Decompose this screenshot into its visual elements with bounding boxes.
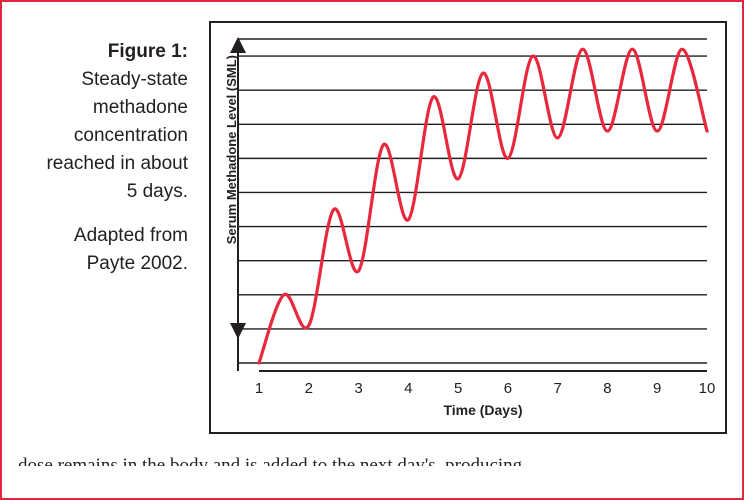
chart-frame: Serum Methadone Level (SML) 1 2 3 4 5 6 7 8 9 10 … [209,21,727,434]
line-chart: Serum Methadone Level (SML) 1 2 3 4 5 6 7 8 9 10 … [224,37,716,418]
source-line-1: Adapted from [73,225,188,246]
body-text-fragment: dose remains in the body and is added to… [18,455,523,466]
x-tick-label: 2 [305,380,313,397]
source-line-2: Payte 2002. [86,253,188,274]
x-axis-label: Time (Days) [443,402,522,418]
caption-line-5: 5 days. [126,181,188,202]
x-tick-label: 7 [553,380,561,397]
y-axis-up-arrow-icon [230,37,246,53]
caption-line-2: methadone [92,97,188,118]
x-tick-label: 5 [454,380,462,397]
gridlines [238,38,707,364]
figure-caption: Figure 1: Steady-state methadone concent… [10,38,188,278]
caption-line-3: concentration [73,125,188,146]
x-tick-labels: 1 2 3 4 5 6 7 8 9 10 [255,380,716,397]
x-tick-label: 8 [603,380,611,397]
x-tick-label: 6 [504,380,512,397]
series-line [257,47,709,365]
y-axis-down-arrow-icon [230,323,246,339]
figure-source: Adapted from Payte 2002. [10,222,188,278]
axes: Serum Methadone Level (SML) [224,37,707,372]
figure-label: Figure 1: [107,41,188,62]
caption-line-1: Steady-state [81,69,188,90]
x-tick-label: 3 [354,380,362,397]
caption-line-4: reached in about [46,153,188,174]
x-tick-label: 1 [255,380,263,397]
y-axis-label: Serum Methadone Level (SML) [224,55,239,244]
x-tick-label: 4 [404,380,412,397]
x-tick-label: 9 [653,380,661,397]
x-tick-label: 10 [699,380,716,397]
